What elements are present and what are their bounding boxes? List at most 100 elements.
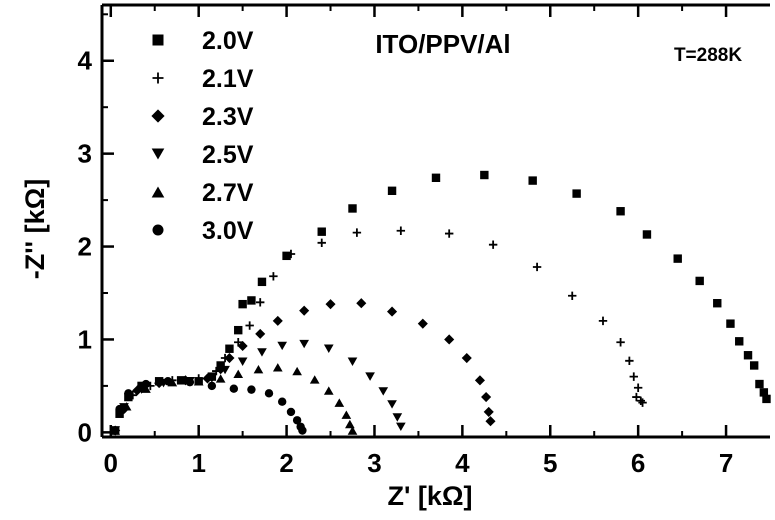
chart-title: ITO/PPV/Al <box>375 29 510 59</box>
data-point <box>309 375 320 384</box>
data-point <box>286 249 296 259</box>
data-point <box>480 170 489 180</box>
data-point <box>461 352 472 364</box>
data-point <box>743 351 753 360</box>
data-point <box>193 377 204 386</box>
x-tick-label: 2 <box>279 448 293 478</box>
legend-marker <box>151 148 165 160</box>
data-point <box>396 226 406 235</box>
data-point <box>726 319 735 328</box>
x-tick-label: 6 <box>631 448 645 478</box>
y-tick-label: 1 <box>78 324 92 354</box>
plot-frame <box>100 3 770 439</box>
data-point <box>755 379 764 389</box>
legend-label: 2.0V <box>202 27 254 55</box>
data-point <box>378 387 389 396</box>
data-point <box>444 334 455 345</box>
y-tick-label: 0 <box>78 417 92 447</box>
data-point <box>417 318 428 329</box>
data-point <box>347 426 358 435</box>
data-point <box>598 316 608 326</box>
data-point <box>115 409 124 418</box>
legend-marker <box>152 72 164 84</box>
data-point <box>299 339 309 349</box>
data-point <box>673 254 682 263</box>
legend-marker <box>152 224 164 236</box>
data-point <box>286 407 296 417</box>
data-point <box>238 299 247 309</box>
data-point <box>633 383 643 392</box>
data-point <box>272 315 283 326</box>
data-point <box>257 277 267 287</box>
data-point <box>292 416 302 425</box>
data-point <box>345 419 355 429</box>
data-point <box>325 299 336 310</box>
legend-label: 3.0V <box>202 217 254 245</box>
data-point <box>298 426 307 435</box>
data-point <box>323 344 334 353</box>
data-point <box>121 402 132 411</box>
data-point <box>247 385 256 394</box>
data-point <box>207 374 217 383</box>
data-point <box>735 337 744 346</box>
data-point <box>110 426 120 435</box>
data-point <box>253 364 264 374</box>
data-point <box>387 306 398 317</box>
data-point <box>317 227 326 236</box>
data-point <box>299 305 310 316</box>
data-point <box>348 204 357 213</box>
series-2.7V <box>110 363 358 435</box>
data-point <box>272 363 283 372</box>
data-point <box>141 379 151 389</box>
data-point <box>387 186 397 196</box>
data-point <box>185 377 195 387</box>
data-point <box>387 400 397 409</box>
data-point <box>532 262 542 272</box>
data-point <box>234 338 243 347</box>
data-point <box>431 173 441 182</box>
data-point <box>237 340 248 351</box>
series-2.5V <box>110 339 406 435</box>
x-tick-label: 1 <box>191 448 205 478</box>
data-point <box>225 344 234 353</box>
data-point <box>255 328 266 339</box>
legend-marker <box>152 34 164 46</box>
data-point <box>282 251 291 261</box>
x-tick-label: 5 <box>543 448 557 478</box>
data-point <box>124 389 133 398</box>
data-point <box>237 357 248 366</box>
data-point <box>234 325 243 335</box>
legend-label: 2.3V <box>202 103 254 131</box>
data-point <box>141 384 151 393</box>
data-point <box>132 385 143 396</box>
data-point <box>444 229 454 238</box>
data-point <box>636 396 645 405</box>
data-point <box>292 366 302 376</box>
data-points <box>110 170 771 436</box>
data-point <box>202 373 213 384</box>
data-point <box>229 384 239 393</box>
data-point <box>713 299 722 308</box>
data-point <box>616 207 625 216</box>
legend-label: 2.5V <box>202 141 254 169</box>
data-point <box>334 398 345 407</box>
data-point <box>759 388 769 397</box>
x-tick-label: 3 <box>367 448 381 478</box>
data-point <box>341 410 352 419</box>
data-point <box>396 422 406 431</box>
data-point <box>163 377 173 386</box>
data-point <box>528 176 537 185</box>
temperature-annotation: T=288K <box>674 45 742 66</box>
data-point <box>762 394 771 404</box>
data-point <box>257 348 267 357</box>
data-point <box>207 381 217 391</box>
x-tick-label: 7 <box>719 448 733 478</box>
data-point <box>485 416 496 427</box>
data-point <box>352 228 362 237</box>
legend-marker <box>151 186 165 198</box>
data-point <box>233 369 244 379</box>
x-axis-title: Z' [kΩ] <box>387 481 472 511</box>
data-point <box>474 375 485 386</box>
data-point <box>629 372 638 381</box>
